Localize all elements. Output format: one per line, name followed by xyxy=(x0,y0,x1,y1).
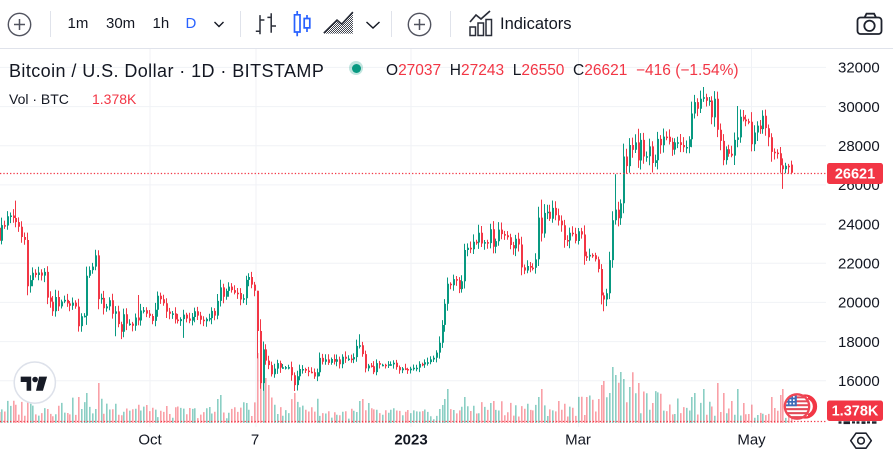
svg-text:7: 7 xyxy=(251,432,259,449)
svg-text:May: May xyxy=(737,432,766,449)
svg-text:26621: 26621 xyxy=(835,167,875,183)
svg-text:22000: 22000 xyxy=(838,256,880,273)
svg-text:18000: 18000 xyxy=(838,334,880,351)
svg-text:24000: 24000 xyxy=(838,216,880,233)
svg-text:16000: 16000 xyxy=(838,373,880,390)
svg-text:2023: 2023 xyxy=(394,432,427,449)
svg-text:20000: 20000 xyxy=(838,295,880,312)
svg-text:30000: 30000 xyxy=(838,99,880,116)
svg-text:32000: 32000 xyxy=(838,60,880,77)
svg-text:Mar: Mar xyxy=(565,432,591,449)
svg-text:28000: 28000 xyxy=(838,138,880,155)
svg-text:1.378K: 1.378K xyxy=(832,404,879,420)
svg-text:Oct: Oct xyxy=(138,432,162,449)
